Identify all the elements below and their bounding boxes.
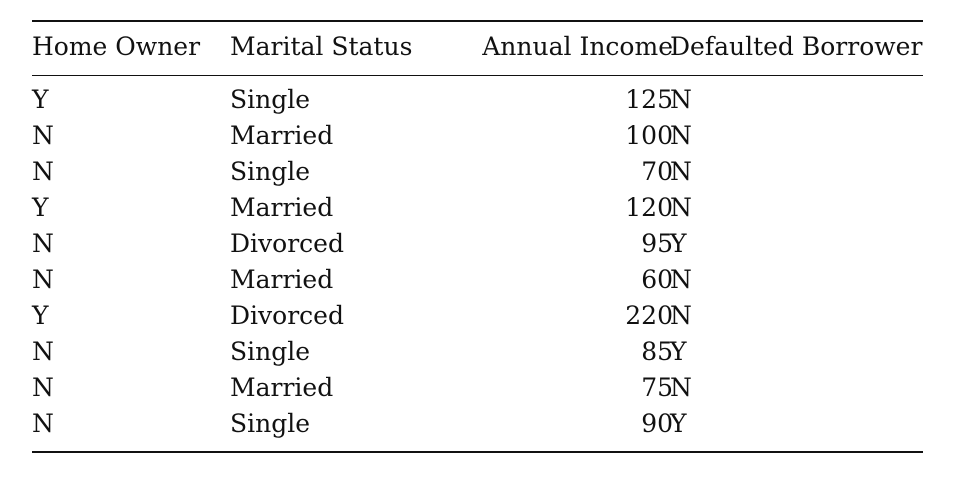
cell-marital-status: Divorced: [230, 301, 344, 330]
cell-annual-income: 95: [641, 229, 673, 258]
cell-annual-income: 120: [625, 193, 673, 222]
cell-annual-income: 60: [641, 265, 673, 294]
table-top-rule: [32, 20, 923, 22]
cell-marital-status: Married: [230, 193, 334, 222]
cell-defaulted-borrower: Y: [670, 337, 687, 366]
cell-defaulted-borrower: Y: [670, 229, 687, 258]
cell-home-owner: Y: [32, 193, 49, 222]
cell-home-owner: N: [32, 229, 54, 258]
cell-annual-income: 70: [641, 157, 673, 186]
cell-defaulted-borrower: N: [670, 373, 692, 402]
cell-home-owner: N: [32, 265, 54, 294]
header-annual-income: Annual Income: [482, 32, 673, 61]
cell-marital-status: Divorced: [230, 229, 344, 258]
cell-home-owner: Y: [32, 85, 49, 114]
cell-defaulted-borrower: N: [670, 301, 692, 330]
cell-home-owner: N: [32, 157, 54, 186]
cell-defaulted-borrower: N: [670, 121, 692, 150]
cell-marital-status: Married: [230, 121, 334, 150]
cell-marital-status: Married: [230, 373, 334, 402]
cell-defaulted-borrower: N: [670, 193, 692, 222]
cell-marital-status: Married: [230, 265, 334, 294]
cell-marital-status: Single: [230, 157, 311, 186]
cell-home-owner: Y: [32, 301, 49, 330]
cell-defaulted-borrower: Y: [670, 409, 687, 438]
cell-defaulted-borrower: N: [670, 85, 692, 114]
cell-home-owner: N: [32, 337, 54, 366]
cell-home-owner: N: [32, 121, 54, 150]
cell-marital-status: Single: [230, 409, 311, 438]
header-defaulted-borrower: Defaulted Borrower: [670, 32, 923, 61]
cell-marital-status: Single: [230, 85, 311, 114]
cell-annual-income: 85: [641, 337, 673, 366]
cell-annual-income: 100: [625, 121, 673, 150]
cell-defaulted-borrower: N: [670, 265, 692, 294]
cell-annual-income: 90: [641, 409, 673, 438]
cell-home-owner: N: [32, 373, 54, 402]
header-marital-status: Marital Status: [230, 32, 413, 61]
table-header-rule: [32, 75, 923, 76]
cell-annual-income: 75: [641, 373, 673, 402]
header-home-owner: Home Owner: [32, 32, 201, 61]
table-bottom-rule: [32, 451, 923, 453]
cell-home-owner: N: [32, 409, 54, 438]
cell-defaulted-borrower: N: [670, 157, 692, 186]
cell-annual-income: 125: [625, 85, 673, 114]
cell-marital-status: Single: [230, 337, 311, 366]
cell-annual-income: 220: [625, 301, 673, 330]
